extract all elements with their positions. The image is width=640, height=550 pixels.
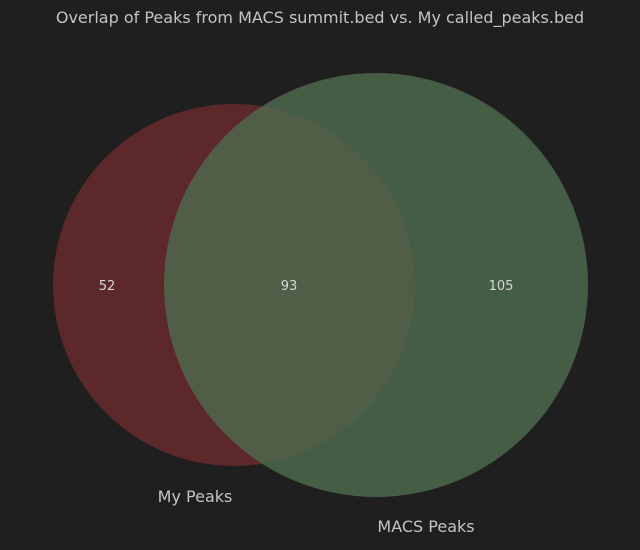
overlap-count: 93	[281, 279, 298, 294]
figure-title: Overlap of Peaks from MACS summit.bed vs…	[55, 8, 585, 27]
only-my-peaks-count: 52	[99, 279, 116, 294]
my-peaks-label: My Peaks	[158, 487, 233, 506]
only-macs-peaks-count: 105	[489, 279, 514, 294]
macs-peaks-label: MACS Peaks	[377, 517, 474, 536]
macs-peaks-circle	[164, 73, 588, 497]
